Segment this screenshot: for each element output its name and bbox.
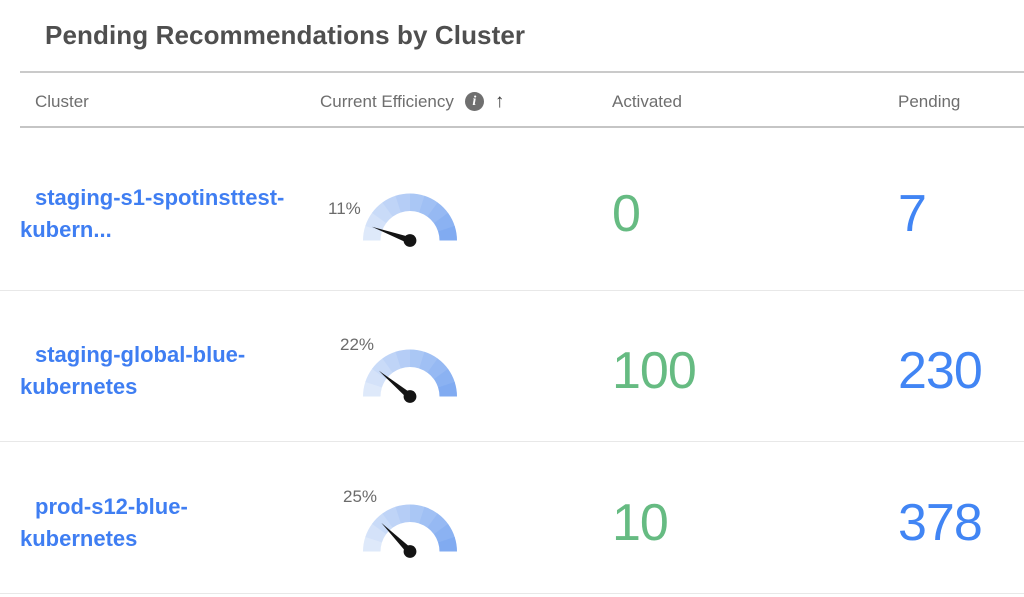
cluster-name-line2: kubern...	[20, 217, 112, 242]
cluster-cell: staging-global-blue- kubernetes	[20, 339, 320, 403]
pending-value: 230	[898, 342, 983, 400]
activated-value: 10	[612, 493, 669, 552]
efficiency-percent-label: 22%	[340, 335, 375, 354]
activated-value: 100	[612, 342, 697, 400]
cluster-name-line2: kubernetes	[20, 525, 138, 551]
info-icon[interactable]: i	[464, 92, 484, 111]
efficiency-gauge	[363, 504, 457, 558]
cluster-link[interactable]: prod-s12-blue- kubernetes	[20, 491, 320, 555]
efficiency-percent-label: 11%	[328, 199, 361, 218]
widget-header: Pending Recommendations by Cluster	[0, 0, 1024, 50]
column-header-cluster[interactable]: Cluster	[35, 91, 89, 111]
table-body: staging-s1-spotinsttest- kubern... 0 7 1…	[0, 128, 1024, 594]
pending-value: 378	[898, 493, 983, 552]
cluster-name-line2: kubernetes	[20, 374, 138, 399]
column-header-efficiency[interactable]: Current Efficiency i ↑	[320, 92, 612, 112]
table-header-row: Cluster Current Efficiency i ↑ Activated…	[20, 71, 1024, 128]
page-title: Pending Recommendations by Cluster	[45, 20, 526, 50]
column-header-pending[interactable]: Pending	[898, 91, 961, 111]
cluster-link[interactable]: staging-s1-spotinsttest- kubern...	[20, 182, 320, 246]
table-row: prod-s12-blue- kubernetes 10 378 25%	[0, 442, 1024, 594]
column-header-efficiency-label: Current Efficiency	[320, 91, 454, 111]
activated-value: 0	[612, 185, 641, 243]
cluster-name-line1: staging-s1-spotinsttest-	[35, 185, 285, 210]
column-header-activated[interactable]: Activated	[612, 91, 682, 111]
sort-ascending-arrow-icon[interactable]: ↑	[494, 91, 505, 112]
table-row: staging-s1-spotinsttest- kubern... 0 7 1…	[0, 128, 1024, 291]
efficiency-gauge	[363, 349, 457, 403]
pending-value: 7	[898, 185, 927, 243]
cluster-name-line1: staging-global-blue-	[35, 342, 246, 367]
cluster-name-line1: prod-s12-blue-	[35, 493, 188, 519]
efficiency-gauge	[363, 193, 457, 247]
cluster-cell: prod-s12-blue- kubernetes	[20, 491, 320, 555]
cluster-link[interactable]: staging-global-blue- kubernetes	[20, 339, 320, 403]
table-row: staging-global-blue- kubernetes 100 230 …	[0, 291, 1024, 442]
cluster-cell: staging-s1-spotinsttest- kubern...	[20, 182, 320, 246]
efficiency-percent-label: 25%	[343, 487, 378, 506]
